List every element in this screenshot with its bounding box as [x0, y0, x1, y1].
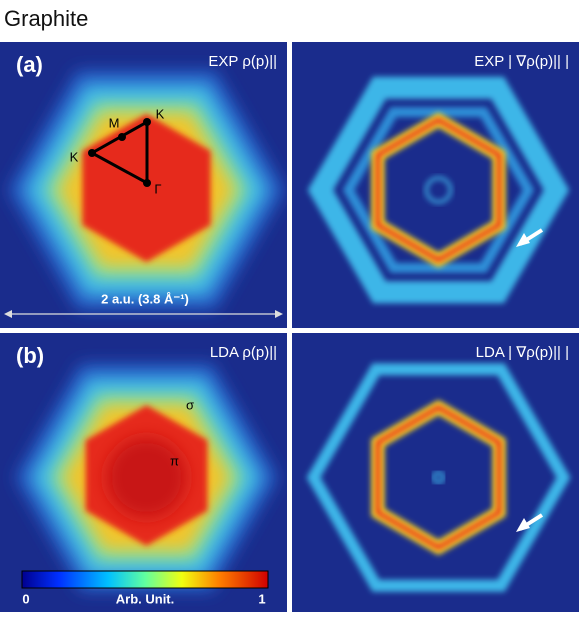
band-label: π [170, 453, 179, 468]
figure: Graphite EXP ρ(p)|| (a) EXP | ∇ρ(p)|| | LDA… [0, 0, 579, 612]
heatmap-panel [292, 333, 579, 612]
colorbar-label: Arb. Unit. [116, 591, 175, 606]
heatmap-panel [0, 333, 287, 612]
bz-label: K [70, 149, 79, 164]
maps [0, 42, 579, 612]
bz-point [88, 149, 96, 157]
colorbar-min: 0 [22, 591, 29, 606]
density-core [107, 438, 187, 518]
bz-point [118, 133, 126, 141]
band-label: σ [186, 397, 194, 412]
panel-caption: EXP ρ(p)|| [208, 53, 277, 70]
figure-title: Graphite [4, 6, 88, 31]
colorbar-max: 1 [258, 591, 265, 606]
bz-label: K [156, 106, 165, 121]
panel-caption: LDA | ∇ρ(p)|| | [476, 344, 569, 361]
panel-label: (b) [16, 343, 44, 368]
bz-label: Γ [154, 181, 161, 196]
panel-caption: EXP | ∇ρ(p)|| | [474, 53, 569, 70]
bz-point [143, 118, 151, 126]
heatmap-panel [292, 42, 579, 328]
colorbar [22, 571, 268, 588]
bz-label: M [109, 115, 120, 130]
bz-point [143, 179, 151, 187]
panel-caption: LDA ρ(p)|| [210, 344, 277, 361]
heatmap-panel [0, 42, 287, 328]
scale-label: 2 a.u. (3.8 Å⁻¹) [101, 291, 189, 306]
panel-label: (a) [16, 52, 43, 77]
